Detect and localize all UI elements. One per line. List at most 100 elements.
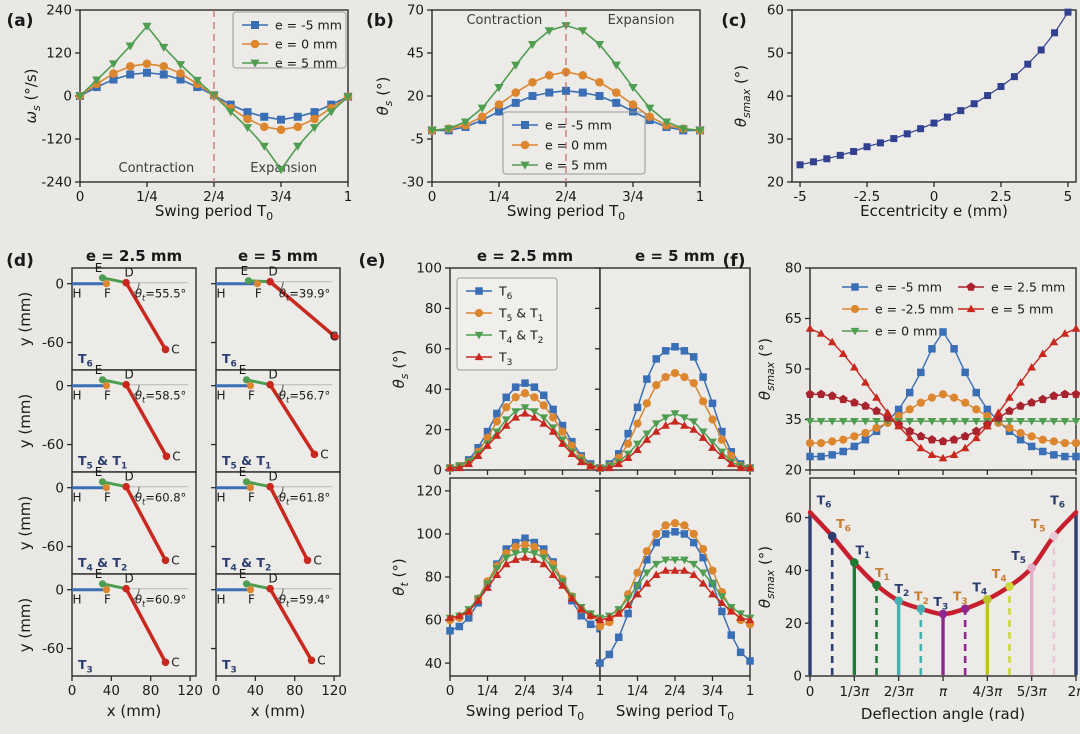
svg-text:0: 0 <box>930 189 939 205</box>
svg-text:-30: -30 <box>402 175 424 191</box>
svg-text:e = 5 mm: e = 5 mm <box>275 56 337 71</box>
svg-text:35: 35 <box>785 412 802 428</box>
svg-text:50: 50 <box>767 46 784 62</box>
svg-text:C: C <box>317 653 325 667</box>
svg-text:F: F <box>248 389 255 403</box>
svg-text:E: E <box>95 363 103 377</box>
svg-text:θt=59.4°: θt=59.4° <box>279 592 330 608</box>
svg-text:T6: T6 <box>222 351 237 369</box>
svg-text:θt=61.8°: θt=61.8° <box>279 490 330 506</box>
e-subpanel: 1/4 2/4 3/4 1 <box>595 477 755 699</box>
svg-text:T5: T5 <box>1031 516 1046 534</box>
svg-text:ωs (°/s): ωs (°/s) <box>22 68 43 123</box>
svg-text:120: 120 <box>416 484 442 500</box>
svg-text:60: 60 <box>425 613 442 629</box>
svg-text:θt=60.8°: θt=60.8° <box>135 490 186 506</box>
svg-text:e = -2.5 mm: e = -2.5 mm <box>875 302 954 317</box>
svg-text:80: 80 <box>425 570 442 586</box>
svg-text:40: 40 <box>767 89 784 105</box>
svg-text:F: F <box>248 491 255 505</box>
svg-text:30: 30 <box>767 132 784 148</box>
svg-text:H: H <box>72 389 81 403</box>
svg-text:120: 120 <box>177 683 203 699</box>
svg-text:T4 & T2: T4 & T2 <box>498 328 543 346</box>
svg-text:θt=56.7°: θt=56.7° <box>279 388 330 404</box>
svg-text:1: 1 <box>344 189 353 205</box>
svg-text:T5 & T1: T5 & T1 <box>222 453 271 471</box>
svg-text:0: 0 <box>428 189 437 205</box>
svg-text:θsmax (°): θsmax (°) <box>756 338 777 400</box>
svg-text:y (mm): y (mm) <box>16 496 34 551</box>
svg-text:1: 1 <box>596 683 605 699</box>
svg-text:T1: T1 <box>875 565 890 583</box>
svg-text:E: E <box>239 567 247 581</box>
svg-text:θt=55.5°: θt=55.5° <box>135 286 186 302</box>
svg-text:θsmax (°): θsmax (°) <box>756 546 777 608</box>
svg-text:e = 5 mm: e = 5 mm <box>635 247 715 265</box>
svg-text:45: 45 <box>407 46 424 62</box>
svg-text:4/3π: 4/3π <box>972 684 1003 700</box>
svg-text:0: 0 <box>55 582 64 598</box>
svg-text:120: 120 <box>46 46 72 62</box>
svg-text:y (mm): y (mm) <box>16 598 34 653</box>
svg-text:(b): (b) <box>366 11 394 31</box>
svg-text:Swing period T0: Swing period T0 <box>507 202 625 223</box>
svg-text:H: H <box>72 287 81 301</box>
svg-text:0: 0 <box>446 683 455 699</box>
svg-text:θsmax (°): θsmax (°) <box>732 65 753 127</box>
svg-text:40: 40 <box>785 563 802 579</box>
svg-text:T6: T6 <box>836 516 851 534</box>
svg-text:T3: T3 <box>78 657 93 675</box>
svg-text:T5: T5 <box>1011 548 1026 566</box>
svg-text:D: D <box>269 470 278 484</box>
svg-text:F: F <box>248 593 255 607</box>
svg-text:80: 80 <box>142 683 159 699</box>
svg-text:e = 2.5 mm: e = 2.5 mm <box>86 247 182 265</box>
svg-text:E: E <box>239 363 247 377</box>
svg-text:0: 0 <box>55 378 64 394</box>
svg-text:-240: -240 <box>41 175 72 191</box>
svg-text:0: 0 <box>212 683 221 699</box>
e-subpanel: 120 100 80 60 400 1/4 2/4 3/4 1 <box>416 477 605 699</box>
svg-text:3/4: 3/4 <box>270 189 292 205</box>
svg-text:T6: T6 <box>498 284 513 302</box>
svg-text:T4: T4 <box>992 566 1007 584</box>
svg-text:θs (°): θs (°) <box>374 77 395 116</box>
svg-text:e = 2.5 mm: e = 2.5 mm <box>991 280 1065 295</box>
svg-text:240: 240 <box>46 3 72 19</box>
svg-text:D: D <box>269 572 278 586</box>
svg-text:θt=58.5°: θt=58.5° <box>135 388 186 404</box>
svg-text:(f): (f) <box>723 251 746 271</box>
svg-text:x (mm): x (mm) <box>251 702 306 720</box>
svg-text:T6: T6 <box>817 492 832 510</box>
svg-text:H: H <box>72 491 81 505</box>
svg-text:-5: -5 <box>411 132 424 148</box>
legend-b: e = -5 mm e = 0 mm e = 5 mm <box>502 111 646 175</box>
svg-text:-2.5: -2.5 <box>854 189 880 205</box>
svg-text:2.5: 2.5 <box>990 189 1011 205</box>
svg-text:Expansion: Expansion <box>608 13 675 28</box>
svg-text:5: 5 <box>1064 189 1073 205</box>
legend-f: e = -5 mm e = -2.5 mm e = 0 mm e = 2.5 mm e … <box>842 280 1065 339</box>
svg-text:D: D <box>125 470 134 484</box>
svg-text:Contraction: Contraction <box>119 161 195 176</box>
svg-text:Contraction: Contraction <box>466 13 542 28</box>
svg-text:2/3π: 2/3π <box>884 684 915 700</box>
svg-text:(e): (e) <box>358 251 385 271</box>
svg-text:40: 40 <box>425 382 442 398</box>
svg-text:C: C <box>313 553 321 567</box>
svg-text:60: 60 <box>785 510 802 526</box>
svg-text:100: 100 <box>416 261 442 277</box>
svg-text:0: 0 <box>55 480 64 496</box>
svg-text:-60: -60 <box>42 437 64 453</box>
panel-f-chart: (f) 80 65 50 35 20 e = -5 mm e = -2.5 mm e = 0 m… <box>723 251 1080 723</box>
svg-text:D: D <box>269 368 278 382</box>
svg-text:F: F <box>255 287 262 301</box>
svg-text:C: C <box>172 449 180 463</box>
svg-text:e = 5 mm: e = 5 mm <box>545 158 607 173</box>
svg-text:e = -5 mm: e = -5 mm <box>545 118 612 133</box>
